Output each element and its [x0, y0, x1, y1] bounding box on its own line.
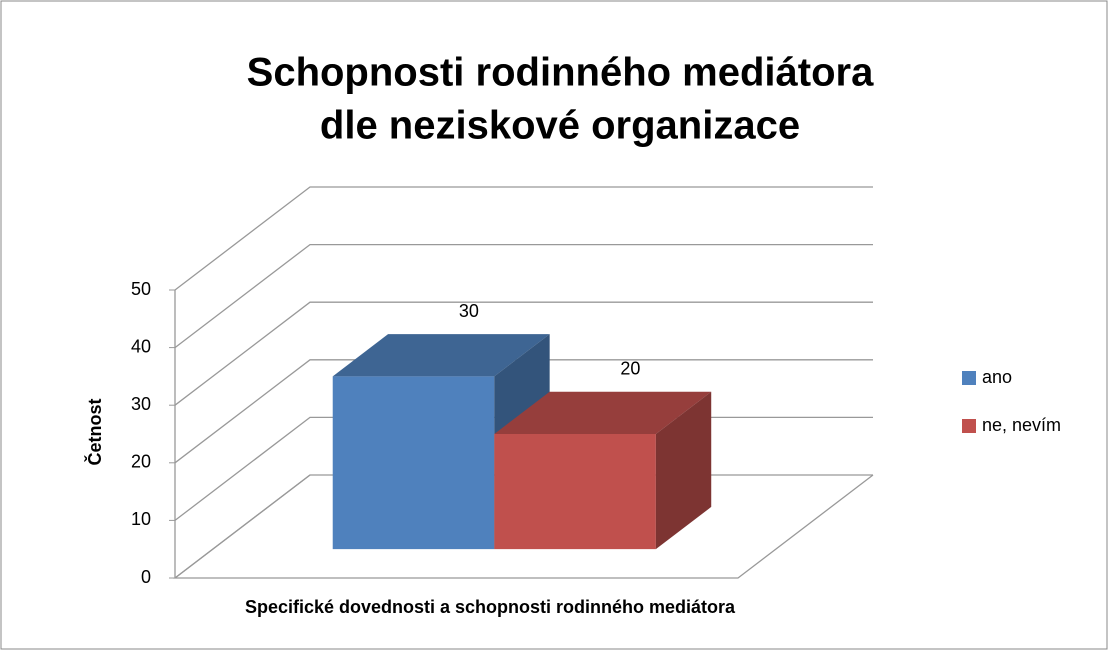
y-tick-label: 0	[141, 567, 151, 587]
y-tick-label: 10	[131, 509, 151, 529]
bar-front	[332, 376, 495, 550]
bar-top	[494, 391, 712, 434]
chart-title: Schopnosti rodinného mediátora	[247, 51, 874, 95]
y-tick-label: 20	[131, 452, 151, 472]
legend-swatch	[962, 419, 976, 433]
legend-label: ne, nevím	[982, 415, 1061, 435]
chart-title: dle neziskové organizace	[320, 104, 800, 148]
value-label: 20	[620, 358, 640, 378]
legend-swatch	[962, 371, 976, 385]
y-axis-label: Četnost	[84, 398, 105, 465]
bar-side	[655, 391, 712, 550]
y-tick-label: 30	[131, 394, 151, 414]
bar-top	[332, 334, 550, 377]
grid-line	[174, 186, 873, 291]
x-axis-label: Specifické dovednosti a schopnosti rodin…	[245, 597, 736, 617]
legend-label: ano	[982, 367, 1012, 387]
grid-line	[174, 359, 873, 464]
y-tick-label: 40	[131, 336, 151, 356]
grid-line	[174, 301, 873, 406]
value-label: 30	[459, 301, 479, 321]
grid-line	[174, 243, 873, 349]
y-tick-label: 50	[131, 279, 151, 299]
bar-front	[494, 433, 656, 550]
